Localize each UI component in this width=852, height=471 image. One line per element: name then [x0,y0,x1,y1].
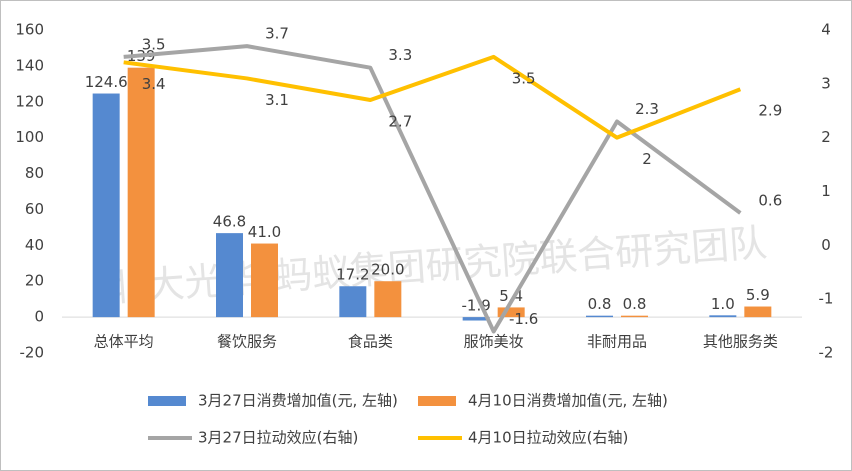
line-value-label: 3.3 [388,46,412,64]
bar [374,281,402,318]
bar-value-label: 5.9 [746,286,770,304]
line-value-label: 3.1 [265,91,289,109]
x-tick-label: 餐饮服务 [217,333,277,351]
y-tick-label: 120 [15,92,44,110]
line-value-label: 2 [642,150,652,168]
bar-value-label: 17.2 [336,266,369,284]
bar [462,317,490,321]
y2-tick-label: 2 [821,128,831,146]
bar [621,315,648,318]
x-tick-label: 食品类 [348,333,393,351]
bar-value-label: 0.8 [623,295,647,313]
legend-label: 3月27日拉动效应(右轴) [198,429,358,447]
bar [216,233,243,318]
line [123,44,742,334]
line-value-label: 3.5 [512,69,536,87]
line-value-label: 2.7 [388,112,412,130]
bar-value-label: 20.0 [371,261,404,279]
line-value-label: 0.6 [758,192,782,210]
legend-swatch [418,396,456,406]
bar-value-label: 1.0 [711,295,735,313]
y2-tick-label: -1 [819,290,834,308]
bar-value-label: 41.0 [248,223,281,241]
y-tick-label: 160 [15,21,44,39]
line-value-label: 2.9 [758,102,782,120]
bar [92,93,120,318]
y2-tick-label: 0 [821,236,831,254]
y-tick-label: 20 [25,272,44,290]
bar [744,306,772,318]
legend-label: 4月10日消费增加值(元, 左轴) [468,392,668,410]
bar [251,243,278,318]
y-tick-label: 0 [34,308,44,326]
x-tick-label: 非耐用品 [587,333,647,351]
y2-tick-label: 1 [821,182,831,200]
y-tick-label: -20 [20,344,45,362]
bar-value-label: 0.8 [588,295,612,313]
bar [586,315,613,318]
line-value-label: 3.5 [142,35,166,53]
bar [127,67,155,318]
y-tick-label: 100 [15,128,44,146]
x-tick-label: 总体平均 [94,333,154,351]
line-value-label: 3.4 [142,75,166,93]
y-tick-label: 40 [25,236,44,254]
legend-label: 3月27日消费增加值(元, 左轴) [198,392,398,410]
y-tick-label: 140 [15,56,44,74]
y2-tick-label: 4 [821,21,831,39]
line-value-label: 3.7 [265,25,289,43]
x-tick-label: 服饰美妆 [464,333,524,351]
y-tick-label: 60 [25,200,44,218]
bar [709,315,737,318]
bar-value-label: 46.8 [213,213,246,231]
line [123,54,742,140]
legend-swatch [148,396,186,406]
y2-tick-label: 3 [821,74,831,92]
x-tick-label: 其他服务类 [703,333,778,351]
y-tick-label: 80 [25,164,44,182]
bar [497,307,525,318]
bar-value-label: 124.6 [85,73,128,91]
line-value-label: 2.3 [635,100,659,118]
legend-label: 4月10日拉动效应(右轴) [468,429,628,447]
y2-tick-label: -2 [819,344,834,362]
line-value-label: -1.6 [509,310,538,328]
bar [339,286,367,318]
